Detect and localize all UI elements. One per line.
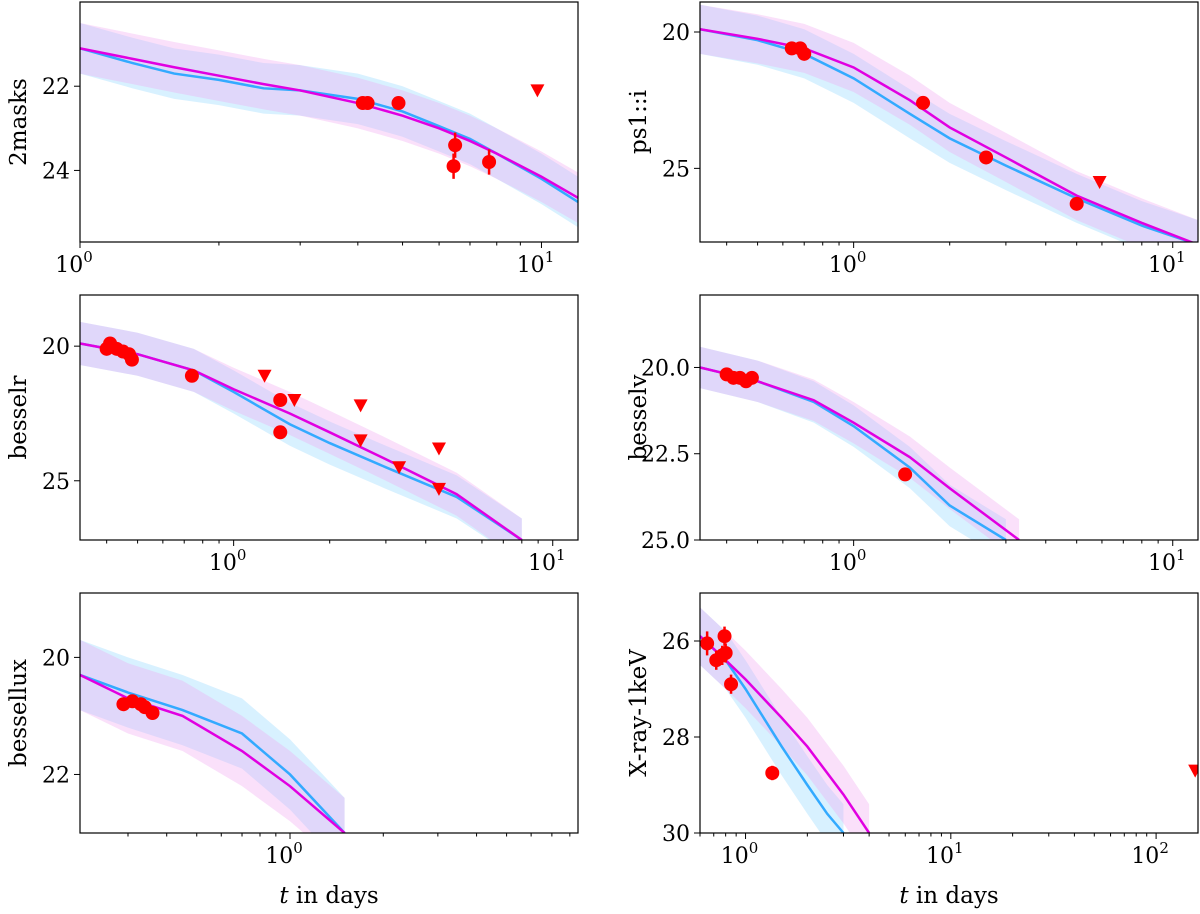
x-tick-label: 101 <box>517 248 555 278</box>
model-a-line <box>700 28 1194 242</box>
panel-3: 20 25 100 101 besselr <box>6 294 579 576</box>
data-point <box>273 393 288 407</box>
data-point <box>979 150 994 165</box>
data-point <box>124 352 139 367</box>
plot-area <box>80 639 346 833</box>
plot-area <box>700 4 1198 242</box>
y-axis-title: bessellux <box>6 659 32 767</box>
upper-limit-marker <box>1092 176 1107 189</box>
x-tick-label: 101 <box>528 546 566 576</box>
axes-frame <box>79 592 579 834</box>
x-tick-label: 100 <box>265 839 303 869</box>
y-tick-label: 20 <box>662 21 690 46</box>
x-tick-label: 100 <box>55 248 93 278</box>
upper-limit-marker <box>431 442 446 456</box>
data-point <box>448 138 463 153</box>
model-a-band <box>700 346 1006 540</box>
model-b-line <box>80 673 346 833</box>
upper-limit-marker <box>353 399 368 413</box>
model-b-line <box>80 342 523 540</box>
upper-limit-marker <box>392 461 407 475</box>
data-point <box>744 370 759 385</box>
model-b-line <box>700 28 1195 242</box>
data-point <box>184 368 199 383</box>
y-tick-label: 25.0 <box>641 529 690 554</box>
data-point <box>898 467 913 482</box>
plot-area <box>80 321 523 540</box>
y-tick-label: 24 <box>42 159 70 184</box>
y-tick-label: 22.5 <box>641 443 690 468</box>
x-axis-title: t in days <box>899 883 998 909</box>
upper-limit-marker <box>287 394 302 407</box>
data-point <box>765 766 780 780</box>
data-point <box>700 636 715 651</box>
axes-frame <box>699 1 1199 243</box>
axes-frame <box>79 1 579 243</box>
plot-area <box>700 607 1198 833</box>
axes-frame <box>699 294 1199 541</box>
x-tick-label: 101 <box>926 839 964 869</box>
upper-limit-marker <box>353 434 368 448</box>
model-a-line <box>80 673 346 833</box>
data-point <box>717 629 732 644</box>
data-point <box>916 95 931 110</box>
y-axis-title: besselr <box>6 376 32 460</box>
axes-frame <box>79 294 579 541</box>
y-tick-label: 28 <box>662 726 690 751</box>
panel-6: 26 28 30 100 101 102 X-ray-1keV t in days <box>626 592 1199 909</box>
y-tick-label: 25 <box>42 470 70 495</box>
data-point <box>1069 196 1084 211</box>
data-point <box>797 46 812 61</box>
plot-area <box>80 23 578 228</box>
y-axis-title: ps1::i <box>626 90 652 154</box>
data-point <box>391 96 406 111</box>
model-a-band <box>700 607 844 833</box>
data-point <box>145 706 160 720</box>
y-axis-title: besselv <box>626 375 652 461</box>
x-axis-title: t in days <box>279 883 378 909</box>
y-tick-label: 30 <box>662 822 690 847</box>
x-tick-label: 100 <box>829 546 867 576</box>
data-point <box>482 155 497 169</box>
axes-frame <box>699 592 1199 834</box>
y-tick-label: 26 <box>662 630 690 655</box>
upper-limit-marker <box>431 482 446 496</box>
y-axis-title: 2masks <box>6 78 32 166</box>
y-tick-label: 25 <box>662 157 690 182</box>
upper-limit-marker <box>1188 764 1198 778</box>
x-tick-label: 100 <box>721 839 759 869</box>
data-point <box>360 96 375 111</box>
model-b-band <box>700 346 1020 540</box>
plot-area <box>700 346 1020 540</box>
x-tick-label: 101 <box>1148 546 1186 576</box>
upper-limit-marker <box>530 84 545 98</box>
model-b-band <box>80 639 345 833</box>
model-b-band <box>80 23 578 224</box>
upper-limit-marker <box>257 369 272 383</box>
panel-5: 20 22 100 bessellux t in days <box>6 592 579 909</box>
data-point <box>273 425 288 440</box>
y-tick-label: 20.0 <box>641 356 690 381</box>
y-axis-title: X-ray-1keV <box>626 649 652 777</box>
y-tick-label: 22 <box>42 75 70 100</box>
y-tick-label: 22 <box>42 763 70 788</box>
data-point <box>724 677 739 692</box>
y-tick-label: 20 <box>42 335 70 360</box>
x-tick-label: 101 <box>1148 248 1186 278</box>
x-tick-label: 102 <box>1131 839 1169 869</box>
model-a-band <box>80 639 345 833</box>
panel-1: 22 24 100 101 2masks <box>6 1 579 278</box>
x-tick-label: 100 <box>829 248 867 278</box>
panel-4: 20.0 22.5 25.0 100 101 besselv <box>626 294 1199 576</box>
x-tick-label: 100 <box>209 546 247 576</box>
data-point <box>446 159 461 174</box>
y-tick-label: 20 <box>42 646 70 671</box>
data-point <box>718 646 733 660</box>
